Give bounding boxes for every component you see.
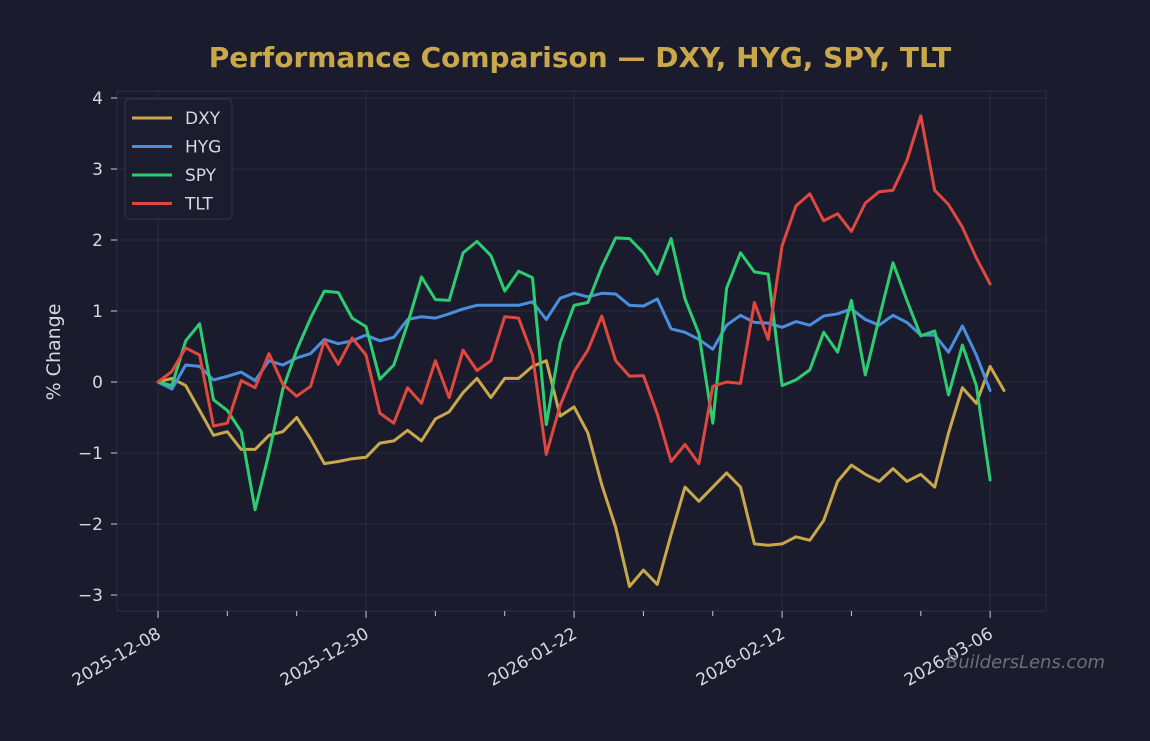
legend-label-hyg: HYG <box>185 138 221 158</box>
watermark-text: BuildersLens.com <box>946 652 1105 673</box>
y-tick-label: −3 <box>78 586 103 606</box>
series-line-hyg <box>156 291 992 392</box>
y-axis-label: % Change <box>43 304 65 401</box>
plot-area-border <box>116 90 1047 612</box>
legend-box <box>124 98 233 220</box>
series-line-spy <box>156 236 992 512</box>
legend-label-dxy: DXY <box>185 109 221 129</box>
y-tick-label: 1 <box>92 302 103 322</box>
chart-title: Performance Comparison — DXY, HYG, SPY, … <box>209 41 952 74</box>
y-tick-label: −1 <box>78 444 103 464</box>
y-tick-label: −2 <box>78 515 103 535</box>
series-lines <box>156 114 1006 588</box>
y-tick-label: 2 <box>92 231 103 251</box>
y-axis: 4 3 2 1 0 −1 −2 −3 <box>78 89 117 606</box>
legend: DXY HYG SPY TLT <box>124 98 233 220</box>
y-tick-label: 4 <box>92 89 103 109</box>
legend-label-spy: SPY <box>185 166 217 186</box>
y-tick-label: 0 <box>92 373 103 393</box>
legend-label-tlt: TLT <box>184 195 214 215</box>
plot-frame <box>116 90 1047 612</box>
series-line-tlt <box>156 114 992 466</box>
y-tick-label: 3 <box>92 160 103 180</box>
series-line-dxy <box>156 359 1006 588</box>
